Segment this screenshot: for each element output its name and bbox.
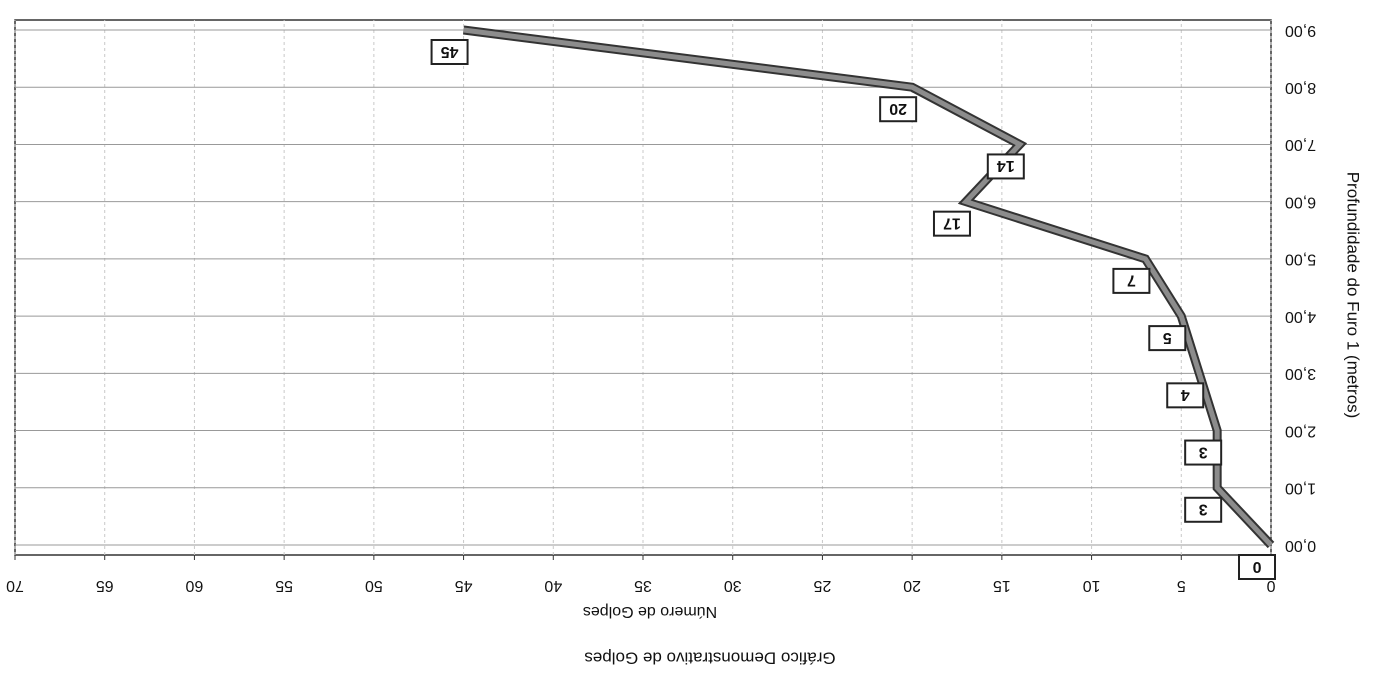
data-label: 5 [1163,329,1172,346]
data-label-box [879,96,918,123]
y-axis-label: Profundidade do Furo 1 (metros) [1344,172,1363,419]
x-tick-label: 50 [365,577,383,594]
data-label: 4 [1181,386,1190,403]
data-label: 17 [943,214,961,231]
data-label-box [986,153,1025,180]
x-tick-label: 30 [724,577,742,594]
data-label: 7 [1127,272,1136,289]
y-tick-label: 0,00 [1285,537,1316,554]
x-tick-label: 40 [544,577,562,594]
data-label: 0 [1252,558,1261,575]
data-label-box [1112,267,1151,294]
data-label-box [1238,554,1276,580]
x-tick-label: 70 [6,577,24,594]
data-label-box [1184,496,1223,523]
x-tick-label: 35 [634,577,652,594]
y-tick-label: 3,00 [1285,365,1316,382]
x-tick-label: 45 [455,577,473,594]
y-tick-label: 4,00 [1285,308,1316,325]
data-label: 3 [1199,501,1208,518]
x-tick-label: 5 [1177,577,1186,594]
y-tick-label: 7,00 [1285,136,1316,153]
y-tick-label: 9,00 [1285,22,1316,39]
data-label: 20 [889,100,907,117]
chart-title: Gráfico Demonstrativo de Golpes [584,649,835,668]
x-tick-label: 20 [903,577,921,594]
x-tick-label: 15 [993,577,1011,594]
x-axis-label: Número de Golpes [583,603,717,620]
x-tick-label: 55 [275,577,293,594]
y-tick-label: 2,00 [1285,422,1316,439]
y-tick-label: 8,00 [1285,79,1316,96]
data-label-box [1148,325,1187,352]
x-tick-label: 60 [185,577,203,594]
y-tick-label: 6,00 [1285,193,1316,210]
chart-body: Gráfico Demonstrativo de Golpes Número d… [6,19,1363,668]
data-label: 3 [1199,443,1208,460]
x-tick-label: 25 [813,577,831,594]
y-tick-label: 1,00 [1285,480,1316,497]
data-label: 14 [997,157,1015,174]
y-tick-label: 5,00 [1285,251,1316,268]
data-label-box [1184,439,1223,466]
data-label-box [932,210,971,237]
x-tick-label: 65 [96,577,114,594]
data-label: 45 [441,43,459,60]
data-label-box [430,39,469,65]
x-tick-label: 0 [1266,577,1275,594]
data-label-box [1166,382,1205,409]
x-tick-label: 10 [1083,577,1101,594]
